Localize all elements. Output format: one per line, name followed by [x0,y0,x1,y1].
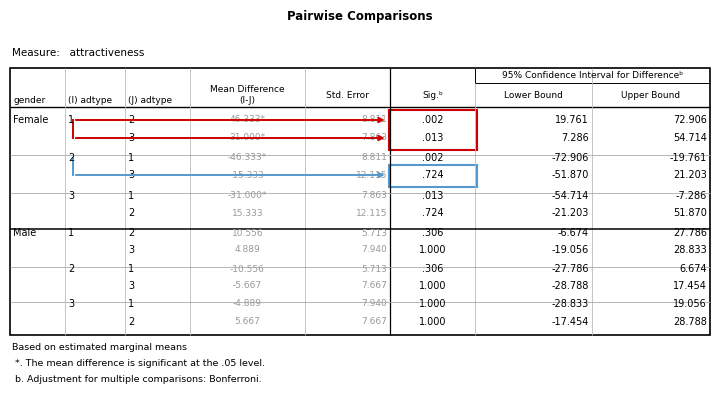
Text: -46.333*: -46.333* [228,153,267,163]
Text: -19.761: -19.761 [670,153,707,163]
Text: gender: gender [13,96,45,105]
Text: Based on estimated marginal means: Based on estimated marginal means [12,343,187,352]
Text: 12.115: 12.115 [356,208,387,218]
Text: 8.811: 8.811 [361,153,387,163]
Text: 31.000*: 31.000* [230,134,266,142]
Text: 1.000: 1.000 [419,281,446,291]
Text: 46.333*: 46.333* [230,116,266,124]
Text: 95% Confidence Interval for Differenceᵇ: 95% Confidence Interval for Differenceᵇ [502,71,683,80]
Text: 19.056: 19.056 [673,299,707,309]
Text: -28.788: -28.788 [552,281,589,291]
Text: .306: .306 [422,228,444,238]
Text: Measure:   attractiveness: Measure: attractiveness [12,48,145,58]
Text: 21.203: 21.203 [673,170,707,180]
Text: 5.713: 5.713 [361,265,387,273]
Text: 1: 1 [68,228,74,238]
Text: Upper Bound: Upper Bound [621,90,680,100]
Text: 1: 1 [68,115,74,125]
Text: Pairwise Comparisons: Pairwise Comparisons [287,10,433,23]
Bar [10,68,710,335]
Text: 2: 2 [128,115,134,125]
Text: 7.940: 7.940 [361,246,387,255]
Text: 7.863: 7.863 [361,192,387,200]
Text: (J) adtype: (J) adtype [128,96,172,105]
Text: -54.714: -54.714 [552,191,589,201]
Text: Sig.ᵇ: Sig.ᵇ [422,90,443,100]
Text: 6.674: 6.674 [680,264,707,274]
Text: 10.556: 10.556 [232,228,264,237]
Text: 4.889: 4.889 [235,246,261,255]
Text: 54.714: 54.714 [673,133,707,143]
Text: 12.115: 12.115 [356,171,387,179]
Text: .013: .013 [422,133,444,143]
Text: b. Adjustment for multiple comparisons: Bonferroni.: b. Adjustment for multiple comparisons: … [12,375,261,384]
Text: 7.863: 7.863 [361,134,387,142]
Text: 7.940: 7.940 [361,299,387,309]
Text: 28.788: 28.788 [673,317,707,327]
Text: 2: 2 [68,153,74,163]
Text: 1.000: 1.000 [419,317,446,327]
Text: -7.286: -7.286 [676,191,707,201]
Text: 3: 3 [68,191,74,201]
Text: .724: .724 [422,208,444,218]
Text: 1: 1 [128,153,134,163]
Text: -72.906: -72.906 [552,153,589,163]
Text: 28.833: 28.833 [673,245,707,255]
Text: -10.556: -10.556 [230,265,265,273]
Text: (I) adtype: (I) adtype [68,96,112,105]
Text: 3: 3 [68,299,74,309]
Text: 1.000: 1.000 [419,245,446,255]
Text: 17.454: 17.454 [673,281,707,291]
Text: 5.713: 5.713 [361,228,387,237]
Text: 7.667: 7.667 [361,281,387,291]
Text: 3: 3 [128,281,134,291]
Text: 5.667: 5.667 [235,318,261,326]
Text: 1.000: 1.000 [419,299,446,309]
Text: .306: .306 [422,264,444,274]
Text: 2: 2 [128,228,134,238]
Bar [389,165,477,187]
Text: 3: 3 [128,245,134,255]
Text: 2: 2 [128,208,134,218]
Text: Mean Difference
(I-J): Mean Difference (I-J) [210,85,285,105]
Text: .002: .002 [422,153,444,163]
Text: .013: .013 [422,191,444,201]
Text: -17.454: -17.454 [552,317,589,327]
Text: -19.056: -19.056 [552,245,589,255]
Text: 2: 2 [128,317,134,327]
Bar [389,110,477,150]
Text: 7.667: 7.667 [361,318,387,326]
Text: 2: 2 [68,264,74,274]
Text: 72.906: 72.906 [673,115,707,125]
Text: 7.286: 7.286 [562,133,589,143]
Text: -31.000*: -31.000* [228,192,267,200]
Text: -5.667: -5.667 [233,281,262,291]
Text: 1: 1 [128,264,134,274]
Text: 3: 3 [128,170,134,180]
Text: 51.870: 51.870 [673,208,707,218]
Text: 19.761: 19.761 [555,115,589,125]
Text: .002: .002 [422,115,444,125]
Text: 15.333: 15.333 [232,208,264,218]
Text: -51.870: -51.870 [552,170,589,180]
Text: 3: 3 [128,133,134,143]
Text: -4.889: -4.889 [233,299,262,309]
Text: Std. Error: Std. Error [326,90,369,100]
Text: 27.786: 27.786 [673,228,707,238]
Text: 1: 1 [128,191,134,201]
Text: -6.674: -6.674 [558,228,589,238]
Text: -21.203: -21.203 [552,208,589,218]
Text: Female: Female [13,115,48,125]
Text: -15.333: -15.333 [230,171,265,179]
Text: 8.811: 8.811 [361,116,387,124]
Text: 1: 1 [128,299,134,309]
Text: -28.833: -28.833 [552,299,589,309]
Text: *. The mean difference is significant at the .05 level.: *. The mean difference is significant at… [12,359,265,368]
Text: -27.786: -27.786 [552,264,589,274]
Text: Lower Bound: Lower Bound [504,90,563,100]
Text: .724: .724 [422,170,444,180]
Text: Male: Male [13,228,36,238]
